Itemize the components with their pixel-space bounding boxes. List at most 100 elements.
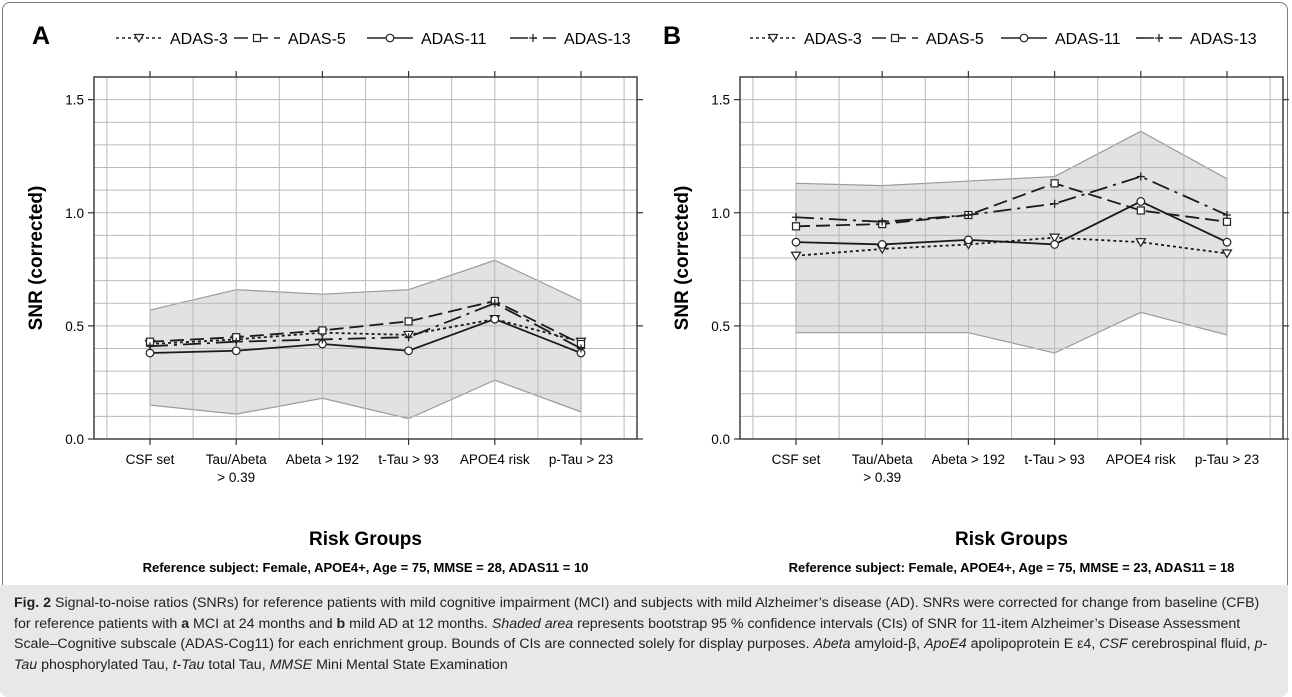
x-tick-label: CSF set xyxy=(772,452,821,467)
x-tick-label: Tau/Abeta > 0.39 xyxy=(852,452,913,485)
caption-panel-a: a xyxy=(181,615,190,632)
gridlines xyxy=(94,76,637,440)
caption-panel-b: b xyxy=(336,615,346,632)
data-point-adas-13 xyxy=(404,333,413,342)
legend-marker-adas-3 xyxy=(767,33,779,44)
data-point-adas-13 xyxy=(1050,199,1059,208)
y-tick-label: 1.0 xyxy=(711,206,730,221)
series-line-adas-13 xyxy=(795,175,1228,223)
panel-label-a: A xyxy=(32,22,50,50)
data-point-adas-5 xyxy=(1050,179,1059,188)
legend-label-adas-11: ADAS-11 xyxy=(421,31,487,48)
y-axis-title: SNR (corrected) xyxy=(672,186,693,331)
legend-marker-adas-3 xyxy=(133,33,145,44)
series-adas-11 xyxy=(145,314,586,358)
data-point-adas-13 xyxy=(1223,211,1231,220)
caption-csf: CSF xyxy=(1099,636,1128,652)
data-point-adas-5 xyxy=(404,317,413,326)
data-point-adas-5 xyxy=(318,326,327,335)
x-tick-label: p-Tau > 23 xyxy=(549,452,613,467)
data-point-adas-11 xyxy=(231,346,241,356)
figure-caption: Fig. 2 Signal-to-noise ratios (SNRs) for… xyxy=(14,593,1279,675)
data-point-adas-11 xyxy=(404,346,414,356)
caption-ttau: t-Tau xyxy=(172,656,205,673)
caption-text-9: total Tau, xyxy=(204,656,270,673)
x-axis-title: Risk Groups xyxy=(955,529,1068,550)
x-axis-title: Risk Groups xyxy=(309,529,422,550)
x-tick-label: Abeta > 192 xyxy=(932,452,1005,467)
plot-frame xyxy=(739,76,1284,440)
data-point-adas-5 xyxy=(1136,206,1145,215)
x-tick-label: CSF set xyxy=(126,452,175,467)
data-point-adas-11 xyxy=(1222,237,1232,247)
legend-marker-adas-11 xyxy=(385,33,395,43)
legend-marker-adas-13 xyxy=(1155,34,1163,42)
data-point-adas-13 xyxy=(232,337,241,346)
y-tick-label: 0.5 xyxy=(711,319,730,334)
caption-text-10: Mini Mental State Examination xyxy=(312,656,508,673)
data-point-adas-13 xyxy=(964,211,973,220)
data-point-adas-13 xyxy=(146,342,154,351)
data-point-adas-13 xyxy=(490,299,499,308)
data-point-adas-3 xyxy=(1221,249,1233,259)
data-point-adas-11 xyxy=(791,237,801,247)
x-tick-label: APOE4 risk xyxy=(1106,452,1176,467)
data-point-adas-11 xyxy=(877,240,887,249)
panel-a-chart: A ADAS-3 ADAS-5 ADAS-11 ADAS-13 0.0 0.5 1.0 1.5 C… xyxy=(26,22,643,575)
legend-label-adas-3: ADAS-3 xyxy=(804,31,862,48)
y-tick-label: 0.0 xyxy=(65,432,84,447)
series-line-adas-5 xyxy=(795,182,1228,228)
data-point-adas-3 xyxy=(790,251,802,261)
data-point-adas-13 xyxy=(1136,172,1145,181)
caption-text-4: represents bootstrap 95 % confidence int… xyxy=(14,615,1241,653)
data-point-adas-13 xyxy=(577,344,585,353)
x-tick-label: APOE4 risk xyxy=(460,452,530,467)
legend: ADAS-3 ADAS-5 ADAS-11 ADAS-13 xyxy=(750,31,1257,48)
data-point-adas-3 xyxy=(1049,233,1061,243)
caption-mmse: MMSE xyxy=(269,656,313,673)
y-axis-title: SNR (corrected) xyxy=(26,186,47,331)
series-line-adas-11 xyxy=(795,200,1228,246)
caption-text-8: phosphorylated Tau, xyxy=(37,656,173,673)
data-point-adas-11 xyxy=(490,314,500,324)
caption-text-5: amyloid-β, xyxy=(850,636,925,652)
series-adas-13 xyxy=(146,299,585,353)
legend-label-adas-5: ADAS-5 xyxy=(288,31,346,48)
series-line-adas-3 xyxy=(795,236,1228,257)
x-tick-label: t-Tau > 93 xyxy=(1024,452,1084,467)
reference-subject-note: Reference subject: Female, APOE4+, Age =… xyxy=(789,560,1235,575)
legend-label-adas-11: ADAS-11 xyxy=(1055,31,1121,48)
x-tick-label: t-Tau > 93 xyxy=(378,452,438,467)
data-point-adas-13 xyxy=(792,213,800,222)
reference-subject-note: Reference subject: Female, APOE4+, Age =… xyxy=(143,560,589,575)
x-tick-label: p-Tau > 23 xyxy=(1195,452,1259,467)
legend-label-adas-5: ADAS-5 xyxy=(926,31,984,48)
x-tick-label: Abeta > 192 xyxy=(286,452,359,467)
legend: ADAS-3 ADAS-5 ADAS-11 ADAS-13 xyxy=(116,31,631,48)
y-tick-label: 0.0 xyxy=(711,432,730,447)
legend-marker-adas-13 xyxy=(529,34,537,42)
series-line-adas-3 xyxy=(149,318,582,345)
y-tick-label: 1.0 xyxy=(65,206,84,221)
caption-text-7: cerebrospinal fluid, xyxy=(1127,636,1255,652)
series-line-adas-13 xyxy=(149,302,582,350)
data-point-adas-11 xyxy=(1136,197,1146,206)
y-tick-label: 1.5 xyxy=(65,93,84,108)
caption-shaded: Shaded area xyxy=(491,615,574,632)
gridlines xyxy=(740,76,1283,440)
x-tick-label: Tau/Abeta > 0.39 xyxy=(206,452,267,485)
caption-fig-label: Fig. 2 xyxy=(14,595,52,611)
legend-label-adas-13: ADAS-13 xyxy=(564,31,631,48)
caption-box xyxy=(0,585,1288,697)
legend-marker-adas-5 xyxy=(890,33,900,43)
y-tick-label: 0.5 xyxy=(65,319,84,334)
caption-text-1: Signal-to-noise ratios (SNRs) for refere… xyxy=(14,595,1260,632)
panel-b-chart: B ADAS-3 ADAS-5 ADAS-11 ADAS-13 0.0 0.5 1.0 1.5 C… xyxy=(663,22,1289,575)
data-point-adas-11 xyxy=(964,235,973,245)
y-tick-label: 1.5 xyxy=(711,93,730,108)
legend-marker-adas-5 xyxy=(252,33,262,43)
caption-text-2: MCI at 24 months and xyxy=(189,615,337,632)
legend-marker-adas-11 xyxy=(1019,33,1029,43)
legend-label-adas-13: ADAS-13 xyxy=(1190,31,1257,48)
data-point-adas-3 xyxy=(1135,238,1147,248)
